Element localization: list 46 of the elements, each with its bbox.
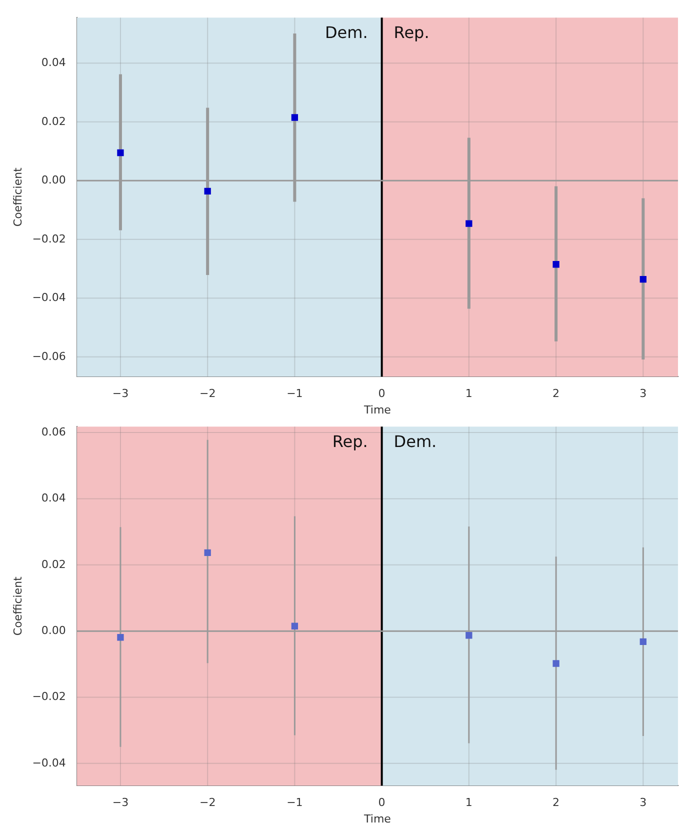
band-label: Rep. bbox=[394, 22, 430, 42]
point bbox=[466, 220, 472, 227]
y-tick-label: −0.02 bbox=[32, 232, 66, 246]
x-tick-label: −2 bbox=[199, 387, 216, 400]
x-tick-label: 3 bbox=[640, 796, 647, 810]
x-tick-label: 0 bbox=[378, 387, 386, 400]
x-tick-label: −3 bbox=[112, 387, 129, 400]
point bbox=[552, 261, 560, 268]
y-tick-label: −0.02 bbox=[32, 690, 66, 704]
y-tick-label: 0.02 bbox=[41, 558, 66, 571]
x-tick-label: 3 bbox=[640, 387, 647, 400]
point bbox=[204, 188, 211, 195]
band-label: Rep. bbox=[332, 432, 368, 451]
point bbox=[552, 660, 560, 667]
y-tick-label: 0.00 bbox=[41, 174, 66, 187]
band-label: Dem. bbox=[394, 432, 437, 451]
x-tick-label: −3 bbox=[112, 796, 129, 810]
x-tick-label: −1 bbox=[286, 387, 303, 400]
y-axis-title: Coefficient bbox=[11, 166, 24, 227]
x-tick-label: 0 bbox=[378, 796, 386, 810]
x-axis-title: Time bbox=[362, 812, 392, 826]
point bbox=[117, 149, 124, 156]
point bbox=[291, 622, 298, 630]
point bbox=[466, 632, 472, 639]
y-tick-label: 0.04 bbox=[41, 56, 66, 69]
y-tick-label: −0.06 bbox=[32, 350, 66, 363]
y-tick-label: −0.04 bbox=[32, 291, 66, 304]
x-tick-label: 2 bbox=[552, 387, 560, 400]
x-tick-label: 1 bbox=[465, 387, 472, 400]
x-tick-label: −2 bbox=[199, 796, 216, 810]
point bbox=[640, 276, 646, 283]
y-tick-label: −0.04 bbox=[32, 756, 66, 770]
y-tick-label: 0.02 bbox=[41, 114, 66, 128]
x-tick-label: 2 bbox=[552, 796, 560, 810]
band-label: Dem. bbox=[324, 22, 368, 42]
x-axis-title: Time bbox=[362, 403, 392, 416]
x-tick-label: −1 bbox=[286, 796, 303, 810]
y-axis-title: Coefficient bbox=[11, 576, 24, 636]
y-tick-label: 0.06 bbox=[41, 425, 66, 438]
point bbox=[117, 634, 124, 641]
point bbox=[291, 114, 298, 121]
point bbox=[640, 638, 646, 645]
x-tick-label: 1 bbox=[465, 796, 472, 810]
point bbox=[204, 549, 211, 556]
y-tick-label: 0.04 bbox=[41, 492, 66, 505]
y-tick-label: 0.00 bbox=[41, 624, 66, 637]
